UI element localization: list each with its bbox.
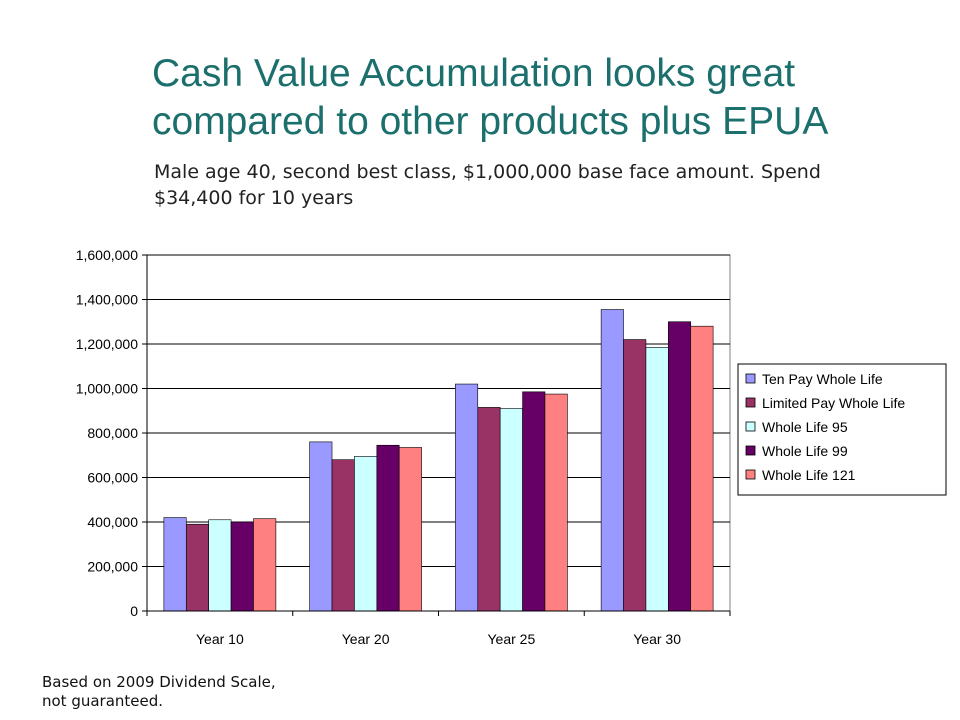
bar [398, 447, 422, 612]
bar [230, 521, 254, 612]
bar [163, 517, 187, 612]
legend: Ten Pay Whole Life Limited Pay Whole Life… [737, 363, 947, 496]
bar [354, 456, 378, 612]
legend-label: Whole Life 99 [762, 443, 848, 459]
bar [668, 321, 692, 612]
y-tick-label: 200,000 [87, 559, 138, 575]
bar [645, 347, 669, 612]
y-tick-label: 600,000 [87, 470, 138, 486]
bar [690, 325, 714, 612]
legend-label: Whole Life 121 [762, 467, 856, 483]
axes: 0 200,000 400,000 600,000 800,000 1,000,000 1,… [76, 247, 731, 647]
x-tick-label: Year 25 [488, 631, 536, 647]
bar [623, 339, 647, 612]
bar [376, 444, 400, 612]
bar [253, 518, 277, 612]
bar [185, 523, 209, 612]
bar [455, 383, 479, 612]
legend-swatch [745, 397, 756, 408]
y-tick-label: 1,600,000 [76, 247, 138, 263]
bar [477, 407, 501, 612]
bar [600, 309, 624, 612]
y-tick-label: 0 [130, 603, 138, 619]
legend-swatch [745, 373, 756, 384]
x-tick-label: Year 20 [342, 631, 390, 647]
legend-swatch [745, 445, 756, 456]
legend-label: Whole Life 95 [762, 419, 848, 435]
x-tick-label: Year 30 [633, 631, 681, 647]
bar [499, 408, 523, 612]
y-tick-label: 800,000 [87, 425, 138, 441]
footnote: Based on 2009 Dividend Scale, not guaran… [42, 673, 276, 710]
legend-swatch [745, 469, 756, 480]
legend-swatch [745, 421, 756, 432]
y-tick-label: 400,000 [87, 514, 138, 530]
slide-subtitle: Male age 40, second best class, $1,000,0… [154, 161, 821, 209]
legend-label: Ten Pay Whole Life [762, 371, 883, 387]
slide-title: Cash Value Accumulation looks great comp… [152, 52, 829, 143]
bar [544, 393, 568, 612]
x-tick-label: Year 10 [196, 631, 244, 647]
y-tick-label: 1,000,000 [76, 381, 138, 397]
bar [522, 391, 546, 612]
bar [208, 519, 232, 612]
legend-label: Limited Pay Whole Life [762, 395, 905, 411]
legend-box [737, 363, 947, 496]
bar [331, 459, 355, 612]
bar [309, 441, 333, 612]
y-tick-label: 1,200,000 [76, 336, 138, 352]
y-tick-label: 1,400,000 [76, 292, 138, 308]
bars [163, 309, 714, 612]
